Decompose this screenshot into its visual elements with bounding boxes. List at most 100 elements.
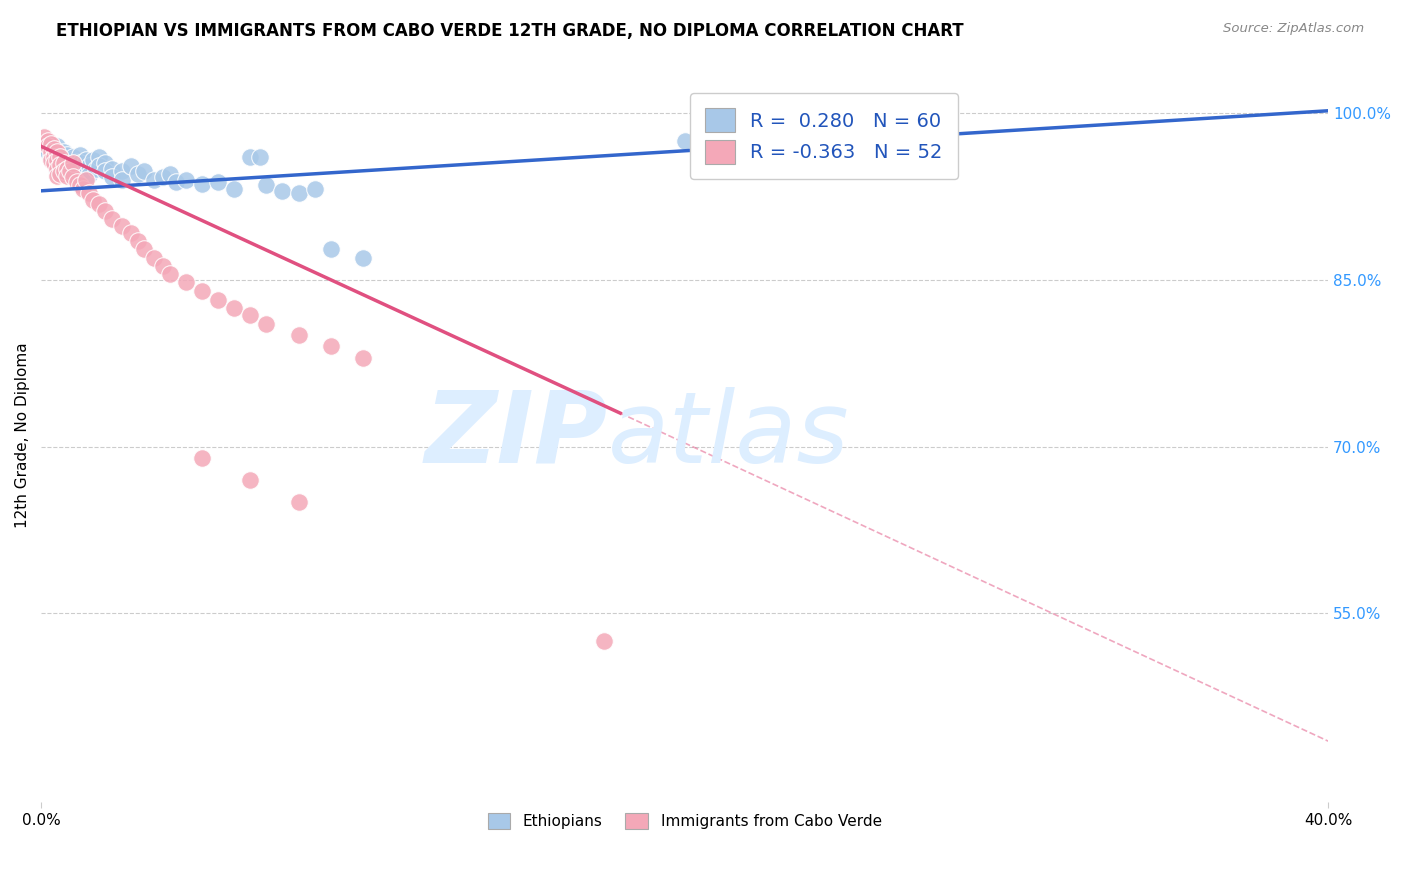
Point <box>39 142 62 156</box>
Text: ZIP: ZIP <box>425 387 607 483</box>
Point <box>42 151 65 165</box>
Point <box>65 155 87 169</box>
Point <box>49 167 72 181</box>
Point <box>42 148 65 162</box>
Point <box>191 177 214 191</box>
Point <box>94 156 117 170</box>
Point <box>37 145 59 159</box>
Point <box>110 172 132 186</box>
Point <box>287 495 309 509</box>
Point <box>319 242 342 256</box>
Point <box>304 181 326 195</box>
Point <box>239 151 262 165</box>
Y-axis label: 12th Grade, No Diploma: 12th Grade, No Diploma <box>15 343 30 528</box>
Point <box>56 161 79 176</box>
Point <box>673 134 696 148</box>
Point <box>37 139 59 153</box>
Point <box>69 156 91 170</box>
Point <box>319 339 342 353</box>
Point <box>65 175 87 189</box>
Point <box>39 145 62 159</box>
Point <box>152 260 174 274</box>
Point <box>46 156 69 170</box>
Point <box>42 142 65 156</box>
Point <box>706 134 728 148</box>
Point <box>52 161 75 176</box>
Point <box>34 139 56 153</box>
Point <box>62 170 84 185</box>
Point <box>127 167 149 181</box>
Point <box>120 159 142 173</box>
Point <box>224 301 246 315</box>
Point <box>110 163 132 178</box>
Point <box>352 351 374 365</box>
Point <box>165 175 187 189</box>
Point <box>69 148 91 162</box>
Point <box>52 156 75 170</box>
Point <box>52 145 75 159</box>
Point <box>207 175 229 189</box>
Point <box>79 159 101 173</box>
Point <box>152 170 174 185</box>
Point <box>84 161 107 176</box>
Point <box>94 163 117 178</box>
Point <box>56 169 79 184</box>
Point <box>82 153 104 167</box>
Point <box>49 159 72 173</box>
Point <box>191 284 214 298</box>
Point <box>287 328 309 343</box>
Point <box>287 186 309 200</box>
Point <box>191 450 214 465</box>
Point <box>271 184 294 198</box>
Point <box>56 156 79 170</box>
Point <box>42 156 65 170</box>
Point <box>72 181 94 195</box>
Point <box>75 172 97 186</box>
Point <box>59 153 82 167</box>
Point <box>132 242 155 256</box>
Point <box>87 151 110 165</box>
Point <box>46 153 69 167</box>
Point <box>46 169 69 184</box>
Point <box>37 134 59 148</box>
Point <box>79 186 101 200</box>
Point <box>159 167 181 181</box>
Point <box>56 163 79 178</box>
Point <box>224 181 246 195</box>
Point <box>120 226 142 240</box>
Point <box>174 275 197 289</box>
Point <box>49 151 72 165</box>
Point <box>254 178 277 193</box>
Point <box>110 219 132 234</box>
Point <box>59 163 82 178</box>
Point <box>34 130 56 145</box>
Text: atlas: atlas <box>607 387 849 483</box>
Point <box>207 293 229 307</box>
Point <box>56 148 79 162</box>
Point <box>142 172 165 186</box>
Point <box>142 251 165 265</box>
Legend: Ethiopians, Immigrants from Cabo Verde: Ethiopians, Immigrants from Cabo Verde <box>481 806 887 835</box>
Point <box>94 203 117 218</box>
Point <box>87 197 110 211</box>
Point <box>39 137 62 152</box>
Point <box>59 161 82 176</box>
Point <box>69 178 91 193</box>
Point <box>79 168 101 182</box>
Point <box>46 163 69 178</box>
Point <box>159 267 181 281</box>
Point <box>352 251 374 265</box>
Point <box>132 163 155 178</box>
Point <box>46 161 69 176</box>
Point <box>87 159 110 173</box>
Text: ETHIOPIAN VS IMMIGRANTS FROM CABO VERDE 12TH GRADE, NO DIPLOMA CORRELATION CHART: ETHIOPIAN VS IMMIGRANTS FROM CABO VERDE … <box>56 22 965 40</box>
Point <box>254 317 277 331</box>
Point <box>249 151 271 165</box>
Point <box>101 211 124 226</box>
Text: Source: ZipAtlas.com: Source: ZipAtlas.com <box>1223 22 1364 36</box>
Point <box>62 151 84 165</box>
Point <box>127 234 149 248</box>
Point <box>174 172 197 186</box>
Point <box>62 159 84 173</box>
Point <box>52 153 75 167</box>
